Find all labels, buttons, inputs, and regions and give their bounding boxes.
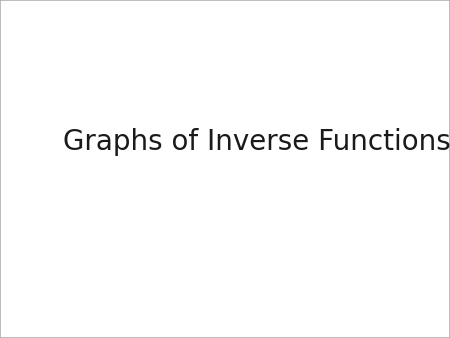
Text: Graphs of Inverse Functions: Graphs of Inverse Functions [63, 128, 450, 156]
